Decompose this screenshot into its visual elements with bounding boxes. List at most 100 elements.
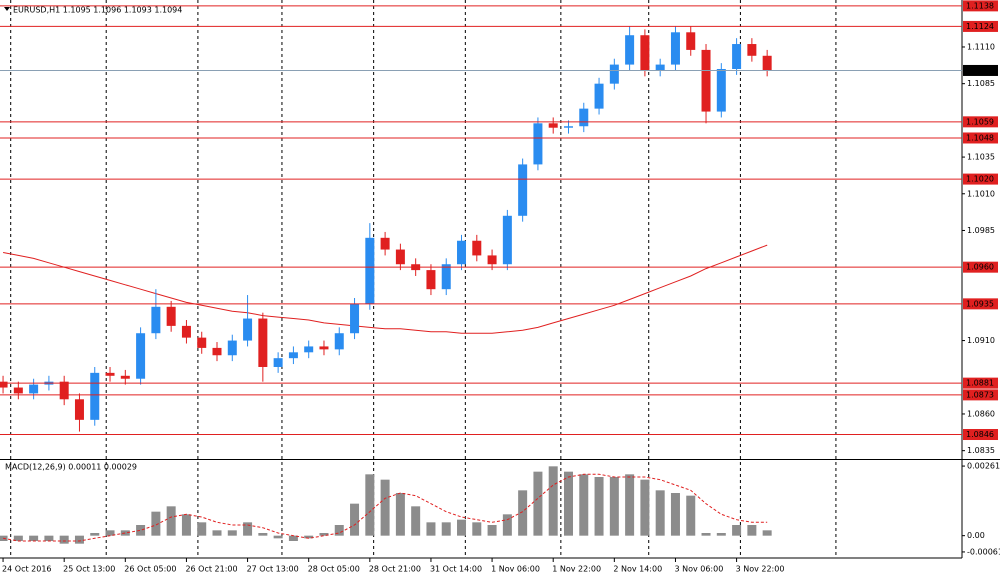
macd-bar	[288, 535, 298, 541]
candle-body	[701, 49, 711, 112]
candle-body	[655, 64, 665, 71]
macd-bar	[74, 535, 84, 544]
x-tick-label: 25 Oct 13:00	[63, 565, 115, 574]
candle-body	[273, 358, 283, 367]
candle-body	[59, 381, 69, 400]
candle-body	[151, 306, 161, 334]
current-price-box	[963, 64, 998, 76]
candle-body	[518, 164, 528, 216]
candle-body	[579, 108, 589, 127]
macd-bar	[29, 535, 39, 541]
macd-bar	[44, 535, 54, 541]
candle-body	[243, 318, 253, 341]
y-tick-label: 1.1010	[967, 189, 995, 198]
y-tick-label: -0.00061	[967, 547, 1000, 556]
y-tick-label: 1.0985	[967, 226, 995, 235]
level-label-box	[963, 116, 998, 128]
candle-body	[533, 123, 543, 165]
macd-bar	[136, 525, 146, 536]
macd-bar	[411, 506, 421, 536]
macd-bar	[686, 495, 696, 536]
level-label-box	[963, 377, 998, 389]
macd-bar	[655, 490, 665, 536]
macd-bar	[90, 533, 100, 536]
level-label-box	[963, 20, 998, 32]
macd-bar	[59, 535, 69, 544]
candle-body	[0, 381, 8, 388]
y-tick-label: 1.1035	[967, 153, 995, 162]
candle-body	[640, 35, 650, 71]
y-tick-label: 1.1110	[967, 42, 995, 51]
macd-bar	[212, 530, 222, 536]
chart-title: EURUSD,H1 1.1095 1.1096 1.1093 1.1094	[13, 6, 182, 15]
level-label: 1.1020	[966, 175, 994, 184]
macd-bar	[716, 533, 726, 536]
macd-bar	[380, 479, 390, 536]
macd-bar	[640, 479, 650, 536]
macd-bar	[365, 474, 375, 536]
candle-body	[166, 306, 176, 326]
candle-body	[304, 346, 314, 353]
macd-bar	[533, 471, 543, 536]
macd-bar	[625, 474, 635, 536]
macd-bar	[120, 530, 130, 536]
macd-bar	[670, 493, 680, 536]
candle-body	[426, 270, 436, 290]
candle-body	[762, 55, 772, 71]
macd-bar	[609, 477, 619, 536]
macd-bar	[151, 511, 161, 536]
candle-body	[548, 123, 558, 128]
level-label: 1.1138	[966, 1, 994, 10]
level-label: 1.1048	[966, 133, 994, 142]
x-tick-label: 1 Nov 22:00	[552, 565, 601, 574]
candle-body	[227, 340, 237, 356]
candle-body	[625, 35, 635, 65]
level-label-box	[963, 261, 998, 273]
candle-body	[395, 249, 405, 265]
macd-bar	[350, 503, 360, 536]
x-tick-label: 31 Oct 14:00	[430, 565, 482, 574]
candle-body	[350, 303, 360, 334]
candle-body	[181, 325, 191, 338]
level-label-box	[963, 0, 998, 12]
current-price-label: 1.1094	[966, 66, 994, 75]
candle-body	[563, 126, 573, 128]
ma-line	[3, 244, 768, 334]
macd-bar	[472, 522, 482, 536]
signal-line	[3, 473, 768, 542]
macd-bar	[594, 477, 604, 536]
candle-body	[258, 318, 268, 367]
level-label: 1.0846	[966, 430, 994, 439]
candle-body	[441, 264, 451, 290]
macd-bar	[579, 474, 589, 536]
candle-body	[197, 337, 207, 348]
candle-body	[120, 375, 130, 379]
candle-body	[380, 237, 390, 250]
level-label: 1.0935	[966, 299, 994, 308]
y-tick-label: 0.00261	[967, 462, 1000, 471]
macd-bar	[319, 533, 329, 536]
macd-bar	[13, 535, 23, 541]
macd-bar	[426, 522, 436, 536]
x-tick-label: 28 Oct 05:00	[308, 565, 360, 574]
y-tick-label: 0.00	[967, 531, 985, 540]
x-tick-label: 3 Nov 06:00	[674, 565, 723, 574]
macd-bar	[762, 530, 772, 536]
level-label: 1.1124	[966, 22, 994, 31]
level-label: 1.0960	[966, 263, 994, 272]
macd-bar	[105, 530, 115, 536]
x-tick-label: 28 Oct 21:00	[369, 565, 421, 574]
macd-bar	[258, 533, 268, 536]
macd-bar	[166, 506, 176, 536]
candle-body	[90, 372, 100, 420]
y-tick-label: 1.0860	[967, 409, 995, 418]
y-tick-label: 1.0910	[967, 336, 995, 345]
macd-bar	[273, 535, 283, 539]
candle-body	[732, 44, 742, 69]
level-label: 1.0873	[966, 390, 994, 399]
level-label: 1.1059	[966, 117, 994, 126]
y-tick-label: 1.0835	[967, 446, 995, 455]
candle-body	[288, 352, 298, 359]
x-tick-label: 1 Nov 06:00	[491, 565, 540, 574]
